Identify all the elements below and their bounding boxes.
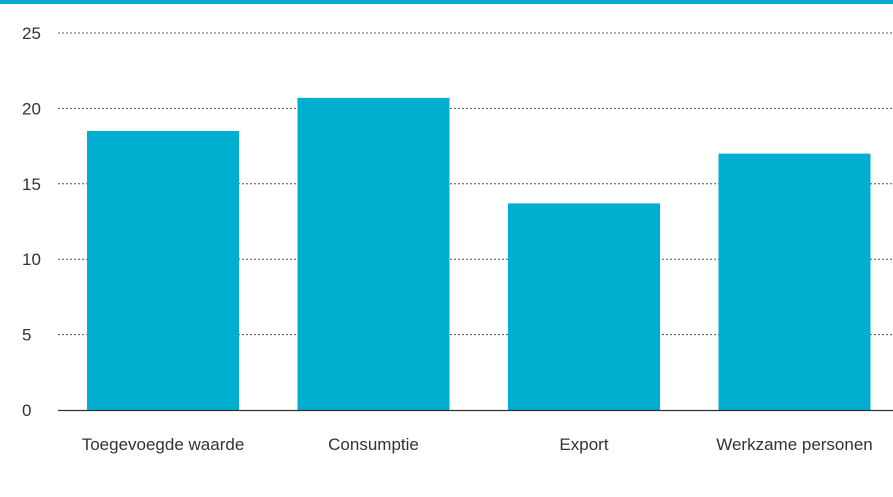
x-tick-label: Consumptie <box>328 435 419 454</box>
bar <box>87 131 239 410</box>
x-tick-label: Toegevoegde waarde <box>82 435 245 454</box>
bar <box>297 97 450 411</box>
x-tick-label: Werkzame personen <box>716 435 873 454</box>
x-tick-labels: Toegevoegde waarde Consumptie Export Werkza… <box>82 435 873 454</box>
y-tick-label: 15 <box>22 175 41 194</box>
gridlines <box>58 32 893 336</box>
top-accent-bar <box>0 0 893 4</box>
x-tick-label: Export <box>559 435 608 454</box>
y-tick-labels: 0 5 10 15 20 25 <box>22 24 41 420</box>
y-tick-label: 25 <box>22 24 41 43</box>
y-tick-label: 0 <box>22 401 31 420</box>
bars <box>87 97 871 411</box>
y-tick-label: 20 <box>22 99 41 118</box>
y-tick-label: 5 <box>22 326 31 345</box>
bar <box>508 203 660 410</box>
bar <box>718 153 871 410</box>
y-tick-label: 10 <box>22 250 41 269</box>
